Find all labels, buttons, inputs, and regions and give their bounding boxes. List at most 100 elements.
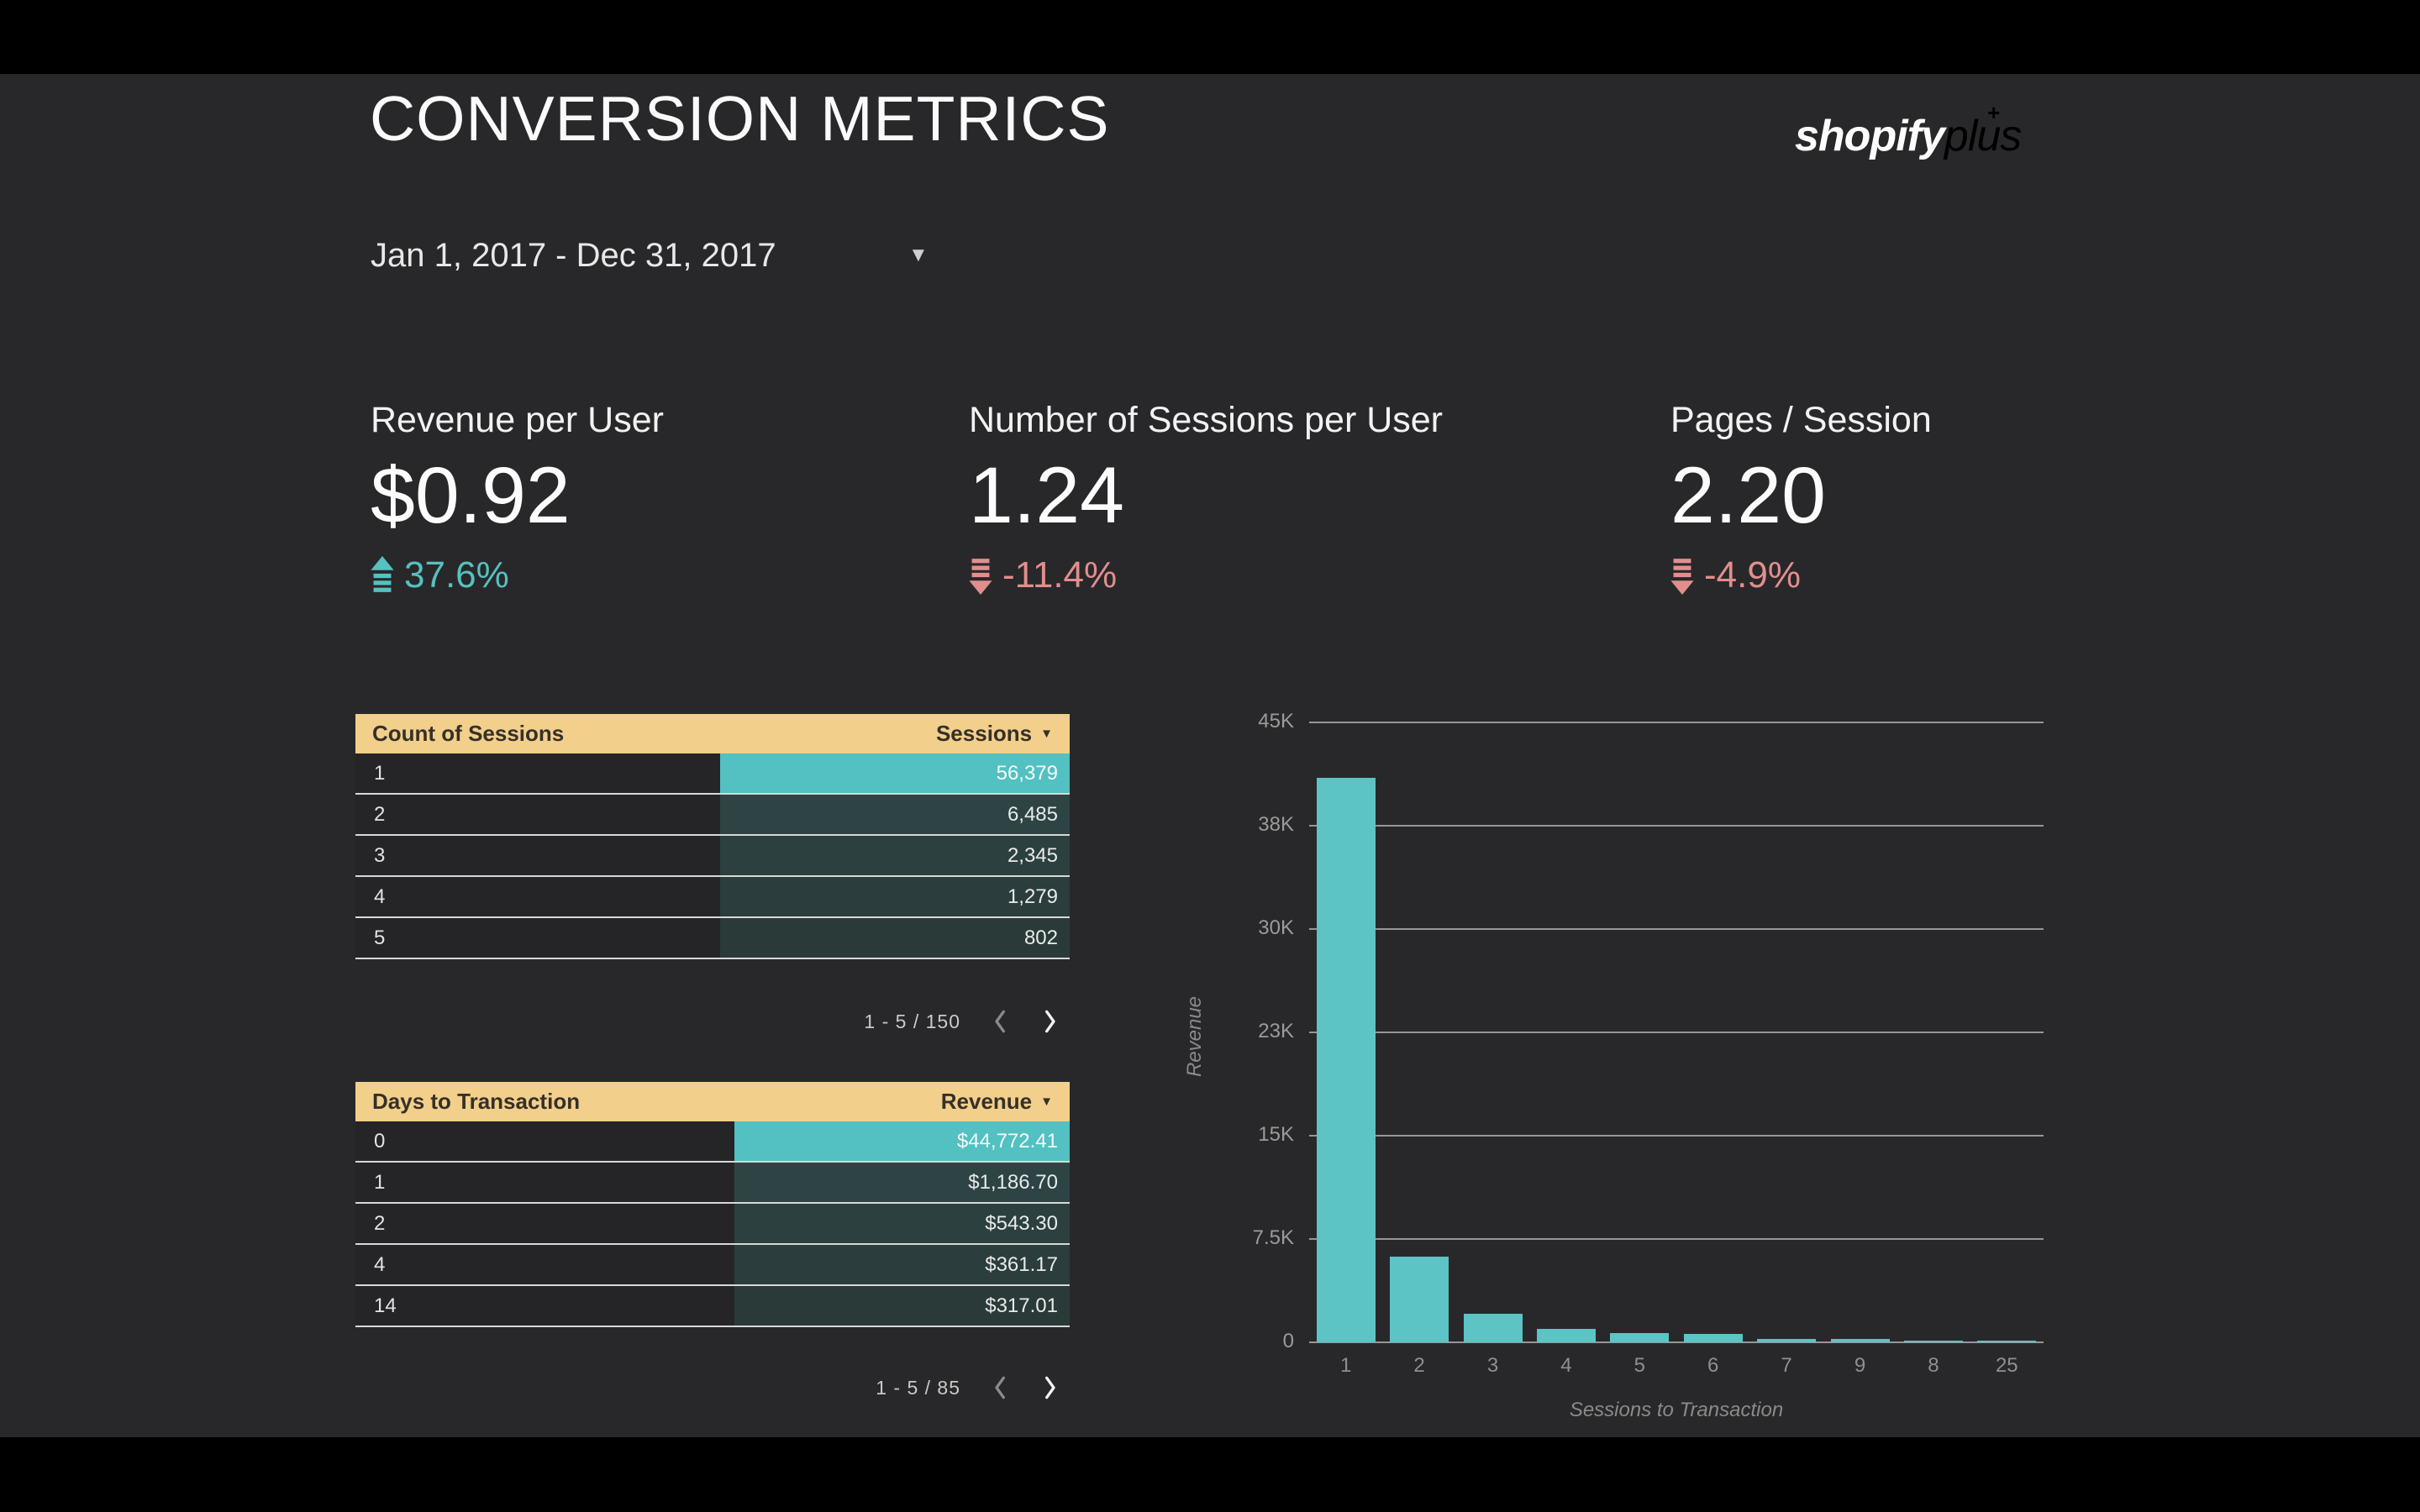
- trend-arrow-icon: [1670, 556, 1694, 595]
- heat-bar: [734, 1245, 1070, 1284]
- table-row: 0 $44,772.41: [355, 1121, 1070, 1163]
- table-header[interactable]: Count of Sessions Sessions ▼: [355, 714, 1070, 753]
- row-dimension: 4: [374, 1253, 386, 1276]
- x-axis-title: Sessions to Transaction: [1569, 1399, 1784, 1421]
- heat-bar: [719, 795, 1070, 834]
- scorecard-label: Revenue per User: [371, 400, 664, 440]
- chevron-right-icon[interactable]: [1041, 1374, 1058, 1401]
- row-dimension: 3: [374, 844, 386, 867]
- x-axis-tick-label: 1: [1340, 1354, 1352, 1377]
- scorecard-value: $0.92: [371, 451, 571, 540]
- chevron-down-icon: ▼: [908, 244, 929, 266]
- scorecard-delta-text: 37.6%: [404, 554, 509, 596]
- row-value: 6,485: [1007, 803, 1058, 826]
- gridline: [1309, 825, 2044, 827]
- row-value: $1,186.70: [968, 1171, 1058, 1194]
- x-axis-tick-label: 5: [1634, 1354, 1645, 1377]
- row-value: $317.01: [985, 1294, 1058, 1317]
- table-body: 1 56,379 2 6,485 3 2,345 4 1,279 5 802: [355, 753, 1070, 959]
- bar-6[interactable]: [1683, 1334, 1743, 1342]
- row-dimension: 2: [374, 803, 386, 826]
- y-axis-tick-label: 45K: [1258, 710, 1294, 732]
- trend-arrow-icon: [371, 556, 394, 595]
- date-range-picker[interactable]: Jan 1, 2017 - Dec 31, 2017 ▼: [371, 234, 959, 277]
- x-axis-tick-label: 2: [1413, 1354, 1425, 1377]
- gridline: [1309, 722, 2044, 723]
- chevron-right-icon[interactable]: [1041, 1008, 1058, 1035]
- page-title: CONVERSION METRICS: [370, 83, 1110, 154]
- row-value: 56,379: [996, 762, 1058, 785]
- dimension-header: Count of Sessions: [372, 721, 565, 746]
- trend-arrow-icon: [969, 556, 992, 595]
- scorecard-delta: 37.6%: [371, 554, 509, 596]
- days-table-pager: 1 - 5 / 85: [355, 1371, 1070, 1404]
- heat-bar: [719, 918, 1070, 958]
- bar-2[interactable]: [1390, 1257, 1449, 1342]
- scorecard-delta: -4.9%: [1670, 554, 1801, 596]
- x-axis-tick-label: 8: [1928, 1354, 1939, 1377]
- sort-caret-icon: ▼: [1040, 727, 1053, 741]
- x-axis-tick-label: 9: [1854, 1354, 1866, 1377]
- scorecard-value: 1.24: [969, 451, 1124, 540]
- y-axis-tick-label: 0: [1282, 1330, 1294, 1352]
- row-dimension: 2: [374, 1212, 386, 1235]
- heat-bar: [734, 1286, 1070, 1326]
- table-row: 2 6,485: [355, 795, 1070, 836]
- metric-header[interactable]: Revenue ▼: [941, 1089, 1053, 1115]
- chevron-left-icon[interactable]: [992, 1008, 1009, 1035]
- page-range-label: 1 - 5 / 150: [864, 1010, 960, 1032]
- heat-bar: [734, 1204, 1070, 1243]
- days-to-transaction-table: Days to Transaction Revenue ▼ 0 $44,772.4…: [355, 1082, 1070, 1327]
- heat-bar: [734, 1163, 1070, 1202]
- scorecard-delta: -11.4%: [969, 554, 1117, 596]
- bar-25[interactable]: [1977, 1341, 2037, 1342]
- shopify-plus-logo: shopifyplus +: [1795, 100, 2022, 161]
- date-range-label: Jan 1, 2017 - Dec 31, 2017: [371, 237, 776, 274]
- gridline: [1309, 1135, 2044, 1137]
- row-dimension: 0: [374, 1130, 386, 1152]
- bar-3[interactable]: [1463, 1314, 1523, 1342]
- dimension-header: Days to Transaction: [372, 1089, 581, 1114]
- row-value: $543.30: [985, 1212, 1058, 1235]
- table-row: 1 $1,186.70: [355, 1163, 1070, 1204]
- heat-bar: [734, 1121, 1070, 1161]
- x-axis-tick-label: 4: [1560, 1354, 1572, 1377]
- row-value: 1,279: [1007, 885, 1058, 908]
- row-value: 802: [1023, 927, 1058, 949]
- top-letterbox: [0, 0, 2420, 74]
- table-row: 5 802: [355, 918, 1070, 959]
- bar-7[interactable]: [1757, 1339, 1817, 1342]
- revenue-bar-chart: Revenue Sessions to Transaction 45K 38K 30…: [1160, 689, 2059, 1436]
- table-header[interactable]: Days to Transaction Revenue ▼: [355, 1082, 1070, 1121]
- table-row: 14 $317.01: [355, 1286, 1070, 1327]
- row-value: $361.17: [985, 1253, 1058, 1276]
- gridline: [1309, 1238, 2044, 1240]
- chevron-left-icon[interactable]: [992, 1374, 1009, 1401]
- sessions-table: Count of Sessions Sessions ▼ 1 56,379 2 6,4…: [355, 714, 1070, 959]
- y-axis-tick-label: 30K: [1258, 916, 1294, 939]
- scorecard-label: Number of Sessions per User: [969, 400, 1443, 440]
- logo-plus-text: plus +: [1944, 100, 2022, 160]
- bar-4[interactable]: [1536, 1329, 1596, 1342]
- row-dimension: 14: [374, 1294, 397, 1317]
- x-axis-tick-label: 25: [1995, 1354, 2018, 1377]
- report-canvas: CONVERSION METRICS shopifyplus + Jan 1, 2…: [0, 74, 2420, 1437]
- bar-5[interactable]: [1610, 1333, 1670, 1342]
- bar-9[interactable]: [1830, 1339, 1890, 1342]
- page-range-label: 1 - 5 / 85: [876, 1376, 960, 1399]
- scorecard-label: Pages / Session: [1670, 400, 1932, 440]
- metric-header-label: Sessions: [935, 721, 1033, 746]
- heat-bar: [719, 836, 1070, 875]
- row-dimension: 1: [374, 1171, 386, 1194]
- sort-caret-icon: ▼: [1040, 1095, 1053, 1109]
- table-row: 3 2,345: [355, 836, 1070, 877]
- bar-1[interactable]: [1316, 778, 1376, 1342]
- y-axis-tick-label: 38K: [1258, 813, 1294, 836]
- table-row: 4 $361.17: [355, 1245, 1070, 1286]
- x-axis-tick-label: 3: [1486, 1354, 1499, 1377]
- gridline: [1309, 928, 2044, 930]
- gridline: [1309, 1341, 2044, 1343]
- bar-8[interactable]: [1903, 1341, 1963, 1342]
- metric-header[interactable]: Sessions ▼: [936, 721, 1053, 747]
- y-axis-tick-label: 15K: [1258, 1123, 1294, 1146]
